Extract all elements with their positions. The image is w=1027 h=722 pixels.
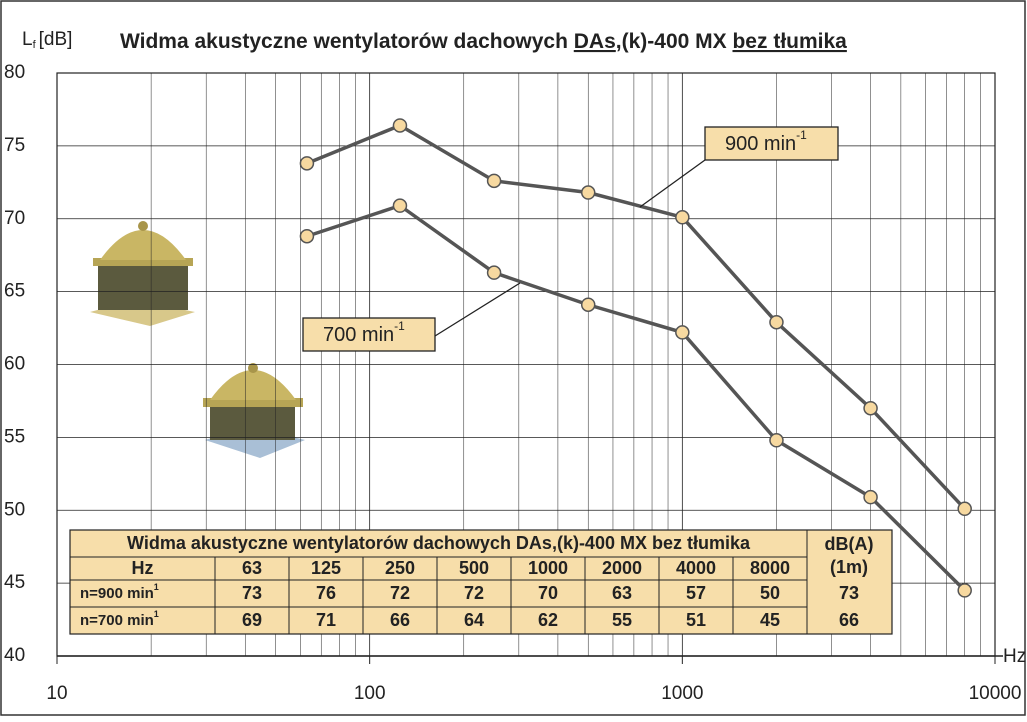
table-cell: 70 (538, 583, 558, 603)
data-table: Widma akustyczne wentylatorów dachowych … (70, 530, 892, 634)
y-tick-label: 45 (4, 572, 25, 593)
table-cell: 57 (686, 583, 706, 603)
table-cell: 45 (760, 610, 780, 630)
table-header: dB(A) (825, 534, 874, 554)
chart-title: Widma akustyczne wentylatorów dachowych … (120, 30, 847, 53)
chart: Lf[dB] Widma akustyczne wentylatorów dac… (0, 0, 1027, 717)
y-tick-label: 65 (4, 281, 25, 302)
data-point (676, 211, 689, 224)
table-cell: 64 (464, 610, 484, 630)
y-tick-label: 80 (4, 62, 25, 83)
row-label-sup: 1 (154, 582, 159, 592)
y-tick-label: 75 (4, 135, 25, 156)
table-header: 1000 (528, 558, 568, 578)
table-cell: 63 (612, 583, 632, 603)
data-point (958, 584, 971, 597)
row-label: n=900 min (80, 585, 154, 602)
table-header: 4000 (676, 558, 716, 578)
table-cell: 71 (316, 610, 336, 630)
table-cell: 73 (839, 583, 859, 603)
table-title: Widma akustyczne wentylatorów dachowych … (127, 533, 751, 553)
x-tick-label: 100 (354, 683, 386, 704)
y-tick-label: 50 (4, 499, 25, 520)
data-point (393, 199, 406, 212)
table-cell: 76 (316, 583, 336, 603)
data-point (300, 157, 313, 170)
table-header: 250 (385, 558, 415, 578)
data-point (676, 326, 689, 339)
data-point (770, 434, 783, 447)
y-tick-label: 60 (4, 354, 25, 375)
data-point (770, 316, 783, 329)
table-cell: 72 (464, 583, 484, 603)
series-name: 900 min (725, 133, 796, 155)
x-tick-label: 10 (46, 683, 67, 704)
data-point (488, 266, 501, 279)
table-cell: 73 (242, 583, 262, 603)
table-cell: 62 (538, 610, 558, 630)
y-tick-label: 70 (4, 208, 25, 229)
table-header: (1m) (830, 557, 868, 577)
table-cell: 72 (390, 583, 410, 603)
table-header: 63 (242, 558, 262, 578)
table-row-label: n=900 min1 (80, 582, 159, 602)
x-tick-label: 10000 (969, 683, 1022, 704)
table-row-label: n=700 min1 (80, 609, 159, 629)
data-point (582, 298, 595, 311)
series-name-sup: -1 (796, 128, 807, 142)
data-point (300, 230, 313, 243)
x-tick-label: 1000 (661, 683, 703, 704)
table-cell: 51 (686, 610, 706, 630)
series-name: 700 min (323, 324, 394, 346)
data-point (864, 491, 877, 504)
table-cell: 66 (839, 610, 859, 630)
y-tick-label: 40 (4, 645, 25, 666)
table-cell: 50 (760, 583, 780, 603)
table-header: 2000 (602, 558, 642, 578)
data-point (582, 186, 595, 199)
data-point (864, 402, 877, 415)
table-cell: 55 (612, 610, 632, 630)
table-header: 8000 (750, 558, 790, 578)
table-header: 500 (459, 558, 489, 578)
table-header: 125 (311, 558, 341, 578)
row-label: n=700 min (80, 612, 154, 629)
row-label-sup: 1 (154, 609, 159, 619)
table-cell: 66 (390, 610, 410, 630)
table-header: Hz (132, 558, 154, 578)
series-name-sup: -1 (394, 319, 405, 333)
data-point (393, 119, 406, 132)
y-axis-label: Lf[dB] (22, 29, 72, 51)
y-tick-label: 55 (4, 426, 25, 447)
data-point (488, 174, 501, 187)
data-point (958, 502, 971, 515)
table-cell: 69 (242, 610, 262, 630)
x-axis-label: Hz (1003, 646, 1026, 667)
